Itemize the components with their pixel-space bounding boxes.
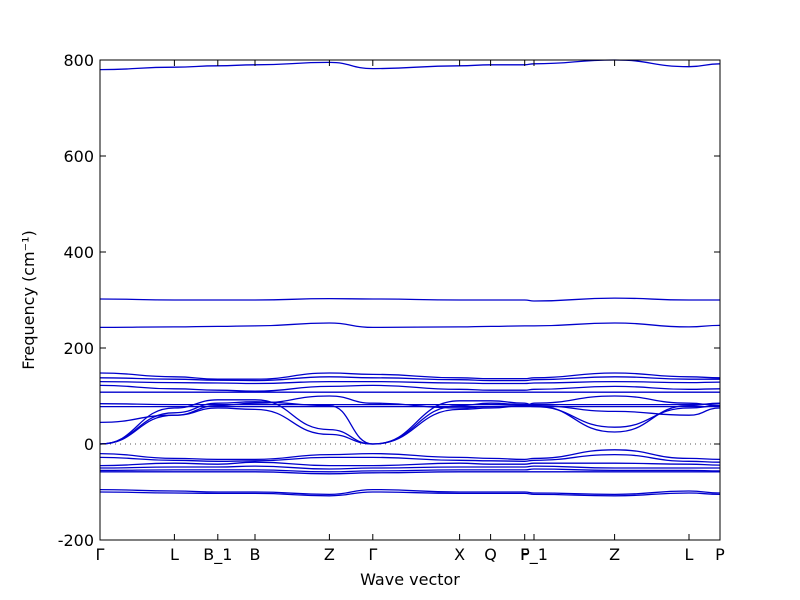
band-line-12 — [99, 404, 721, 445]
y-tick-label: 0 — [84, 435, 94, 454]
band-line-19 — [99, 468, 721, 473]
band-line-4 — [99, 372, 721, 380]
x-tick-label: Γ — [368, 545, 377, 564]
band-line-18 — [99, 465, 720, 470]
y-tick-label: 600 — [63, 147, 94, 166]
y-tick-label: 800 — [63, 51, 94, 70]
x-tick-label: P — [715, 545, 725, 564]
x-tick-label: L — [170, 545, 179, 564]
band-line-20 — [99, 471, 720, 475]
x-tick-label: Γ — [96, 545, 105, 564]
band-line-14 — [99, 401, 721, 445]
band-line-13 — [99, 395, 721, 424]
x-tick-label: B — [250, 545, 261, 564]
x-tick-label: B_1 — [203, 545, 232, 565]
band-line-7 — [99, 384, 721, 392]
x-tick-label: Q — [484, 545, 497, 564]
band-line-16 — [99, 453, 721, 463]
y-axis-label: Frequency (cm⁻¹) — [19, 230, 38, 369]
x-tick-label: Z — [324, 545, 335, 564]
y-tick-label: -200 — [58, 531, 94, 550]
band-line-22 — [99, 491, 721, 497]
x-tick-label: Z — [609, 545, 620, 564]
x-axis-label: Wave vector — [360, 570, 460, 589]
band-line-15 — [99, 449, 721, 461]
x-tick-label: P_1 — [520, 545, 548, 565]
y-axis-ticks: -200 0 200 400 600 800 — [58, 51, 720, 550]
plot-frame — [99, 59, 721, 541]
band-line-17 — [99, 461, 721, 467]
band-line-11 — [99, 399, 721, 445]
series-layer — [99, 59, 721, 497]
x-axis-ticks: Γ L B_1 B Z Γ X Q FP_1 Z L P — [96, 60, 725, 565]
band-line-9 — [99, 403, 721, 406]
x-tick-label: L — [685, 545, 694, 564]
band-line-5 — [99, 376, 720, 382]
band-line-2 — [99, 297, 720, 302]
band-line-3 — [99, 322, 721, 329]
x-tick-label: X — [454, 545, 465, 564]
y-tick-label: 200 — [63, 339, 94, 358]
y-tick-label: 400 — [63, 243, 94, 262]
band-line-21 — [99, 488, 721, 496]
x-tick-label: F — [520, 545, 529, 564]
band-line-6 — [99, 380, 721, 385]
